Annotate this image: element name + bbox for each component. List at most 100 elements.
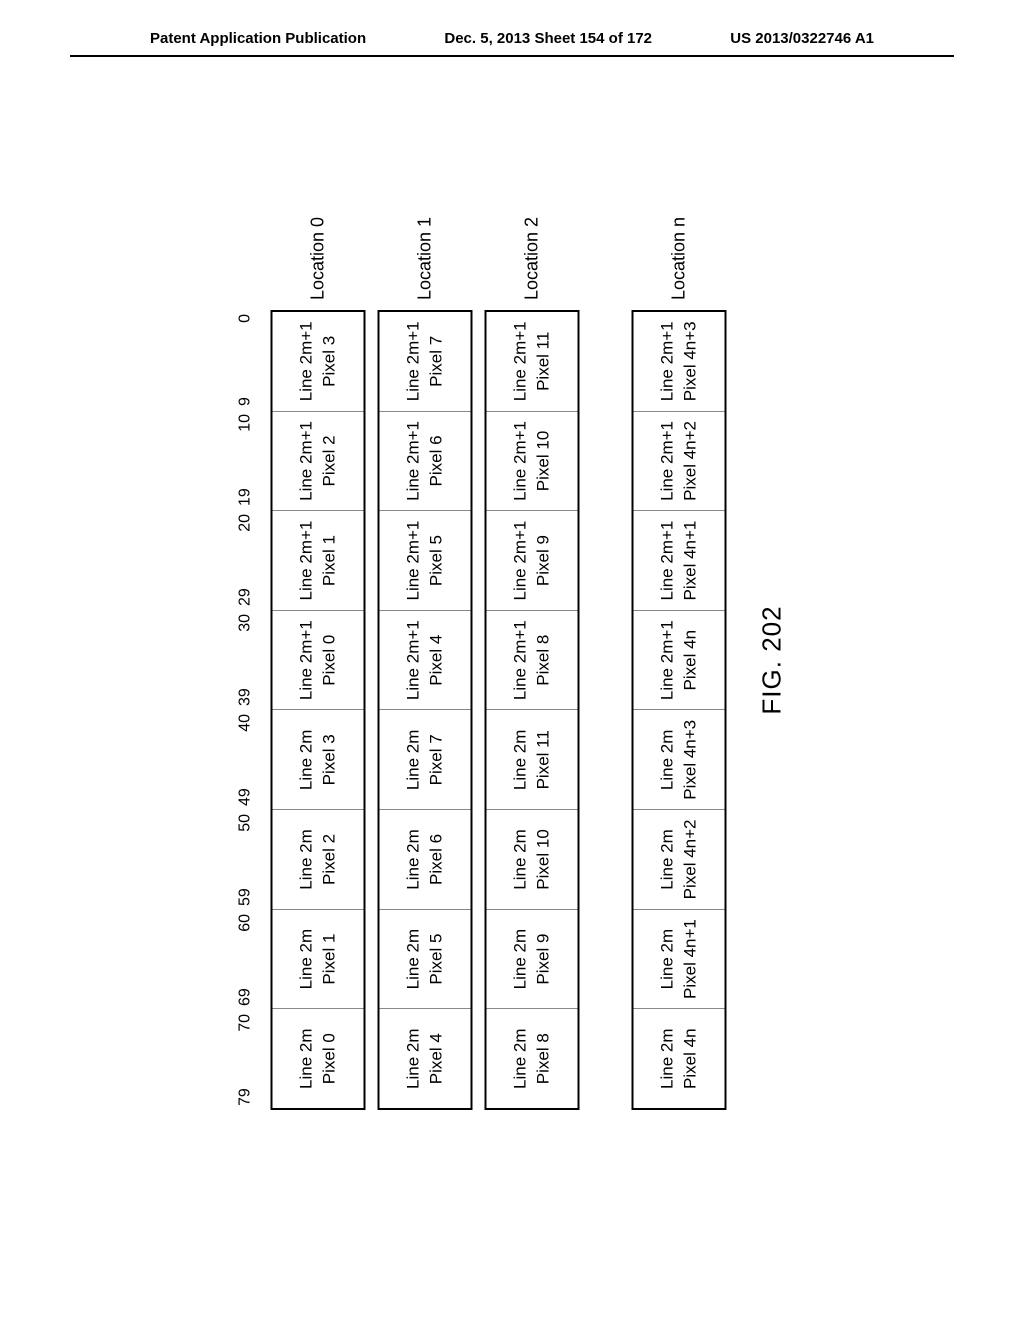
bit-range: 79 70 xyxy=(237,1010,259,1110)
cell-line: Line 2m xyxy=(509,730,532,790)
cell-line: Line 2m xyxy=(656,829,679,889)
location-row: Line 2mPixel 8Line 2mPixel 9Line 2mPixel… xyxy=(485,210,580,1110)
cell-line: Line 2m xyxy=(656,730,679,790)
location-row-cells: Line 2mPixel 8Line 2mPixel 9Line 2mPixel… xyxy=(485,310,580,1110)
cell-pixel: Pixel 5 xyxy=(425,934,448,985)
location-row: Line 2mPixel 4Line 2mPixel 5Line 2mPixel… xyxy=(378,210,473,1110)
pixel-cell: Line 2mPixel 4 xyxy=(380,1008,471,1108)
location-label: Location 0 xyxy=(308,210,329,300)
cell-line: Line 2m xyxy=(402,829,425,889)
cell-line: Line 2m xyxy=(656,929,679,989)
pixel-cell: Line 2m+1Pixel 4n+2 xyxy=(634,411,725,511)
cell-pixel: Pixel 4 xyxy=(425,635,448,686)
cell-pixel: Pixel 6 xyxy=(425,834,448,885)
location-row-cells: Line 2mPixel 0Line 2mPixel 1Line 2mPixel… xyxy=(271,310,366,1110)
pixel-cell: Line 2m+1Pixel 3 xyxy=(273,312,364,411)
cell-pixel: Pixel 3 xyxy=(318,734,341,785)
cell-pixel: Pixel 7 xyxy=(425,734,448,785)
bit-range: 5950 xyxy=(237,810,259,910)
cell-pixel: Pixel 4n xyxy=(679,630,702,690)
bit-hi: 69 xyxy=(237,988,259,1006)
pixel-cell: Line 2mPixel 4n+2 xyxy=(634,809,725,909)
cell-line: Line 2m+1 xyxy=(509,620,532,700)
bit-lo: 70 xyxy=(237,1014,259,1032)
cell-pixel: Pixel 9 xyxy=(532,535,555,586)
bit-lo: 40 xyxy=(237,714,259,732)
pixel-cell: Line 2mPixel 7 xyxy=(380,710,471,810)
location-row: Line 2mPixel 4nLine 2mPixel 4n+1Line 2mP… xyxy=(632,210,727,1110)
pixel-cell: Line 2m+1Pixel 2 xyxy=(273,411,364,511)
cell-pixel: Pixel 0 xyxy=(318,1033,341,1084)
bit-hi: 19 xyxy=(237,488,259,506)
cell-pixel: Pixel 0 xyxy=(318,635,341,686)
location-label: Location n xyxy=(669,210,690,300)
cell-pixel: Pixel 10 xyxy=(532,431,555,491)
cell-line: Line 2m+1 xyxy=(402,521,425,601)
cell-line: Line 2m xyxy=(295,1028,318,1088)
figure-wrap: 797069605950494039302920191090 Line 2mPi… xyxy=(237,210,788,1110)
bit-hi: 79 xyxy=(237,1088,259,1106)
bit-lo: 0 xyxy=(237,314,259,323)
cell-line: Line 2m+1 xyxy=(509,421,532,501)
cell-line: Line 2m+1 xyxy=(295,321,318,401)
bit-range: 6960 xyxy=(237,910,259,1010)
pixel-cell: Line 2mPixel 1 xyxy=(273,909,364,1009)
cell-line: Line 2m xyxy=(656,1028,679,1088)
ellipsis-gap xyxy=(592,210,620,1110)
pixel-cell: Line 2m+1Pixel 7 xyxy=(380,312,471,411)
pixel-cell: Line 2m+1Pixel 4n+3 xyxy=(634,312,725,411)
cell-pixel: Pixel 4 xyxy=(425,1033,448,1084)
cell-line: Line 2m xyxy=(509,829,532,889)
cell-line: Line 2m xyxy=(402,1028,425,1088)
cell-line: Line 2m+1 xyxy=(295,620,318,700)
cell-pixel: Pixel 2 xyxy=(318,834,341,885)
pixel-cell: Line 2m+1Pixel 0 xyxy=(273,610,364,710)
pixel-cell: Line 2m+1Pixel 4 xyxy=(380,610,471,710)
pixel-cell: Line 2mPixel 5 xyxy=(380,909,471,1009)
cell-pixel: Pixel 6 xyxy=(425,435,448,486)
bit-hi: 49 xyxy=(237,788,259,806)
bit-range: 49 40 xyxy=(237,710,259,810)
cell-pixel: Pixel 8 xyxy=(532,1033,555,1084)
location-row-cells: Line 2mPixel 4nLine 2mPixel 4n+1Line 2mP… xyxy=(632,310,727,1110)
pixel-cell: Line 2mPixel 4n+1 xyxy=(634,909,725,1009)
pixel-cell: Line 2mPixel 9 xyxy=(487,909,578,1009)
cell-line: Line 2m+1 xyxy=(402,421,425,501)
location-row-cells: Line 2mPixel 4Line 2mPixel 5Line 2mPixel… xyxy=(378,310,473,1110)
pixel-cell: Line 2m+1Pixel 5 xyxy=(380,510,471,610)
pixel-cell: Line 2mPixel 6 xyxy=(380,809,471,909)
pixel-cell: Line 2mPixel 3 xyxy=(273,710,364,810)
pixel-cell: Line 2m+1Pixel 11 xyxy=(487,312,578,411)
pixel-cell: Line 2mPixel 4n xyxy=(634,1008,725,1108)
location-rows: Line 2mPixel 0Line 2mPixel 1Line 2mPixel… xyxy=(271,210,727,1110)
cell-pixel: Pixel 3 xyxy=(318,336,341,387)
cell-line: Line 2m+1 xyxy=(295,421,318,501)
memory-layout-diagram: 797069605950494039302920191090 Line 2mPi… xyxy=(237,210,788,1110)
cell-line: Line 2m+1 xyxy=(656,521,679,601)
page-header: Patent Application Publication Dec. 5, 2… xyxy=(70,0,954,57)
pixel-cell: Line 2mPixel 11 xyxy=(487,710,578,810)
header-left: Patent Application Publication xyxy=(150,30,366,47)
cell-line: Line 2m+1 xyxy=(509,521,532,601)
cell-pixel: Pixel 9 xyxy=(532,934,555,985)
bit-lo: 30 xyxy=(237,614,259,632)
cell-line: Line 2m xyxy=(295,829,318,889)
figure-label: FIG. 202 xyxy=(757,210,788,1110)
cell-line: Line 2m+1 xyxy=(509,321,532,401)
bit-hi: 39 xyxy=(237,688,259,706)
cell-pixel: Pixel 4n+2 xyxy=(679,421,702,501)
cell-line: Line 2m xyxy=(509,1028,532,1088)
bit-hi: 9 xyxy=(237,397,259,406)
cell-pixel: Pixel 4n+3 xyxy=(679,720,702,800)
cell-pixel: Pixel 7 xyxy=(425,336,448,387)
cell-line: Line 2m+1 xyxy=(656,421,679,501)
cell-pixel: Pixel 1 xyxy=(318,934,341,985)
cell-line: Line 2m xyxy=(402,730,425,790)
bit-hi: 29 xyxy=(237,588,259,606)
pixel-cell: Line 2m+1Pixel 1 xyxy=(273,510,364,610)
cell-line: Line 2m xyxy=(295,730,318,790)
pixel-cell: Line 2m+1Pixel 10 xyxy=(487,411,578,511)
header-right: US 2013/0322746 A1 xyxy=(730,30,874,47)
pixel-cell: Line 2mPixel 0 xyxy=(273,1008,364,1108)
pixel-cell: Line 2m+1Pixel 9 xyxy=(487,510,578,610)
